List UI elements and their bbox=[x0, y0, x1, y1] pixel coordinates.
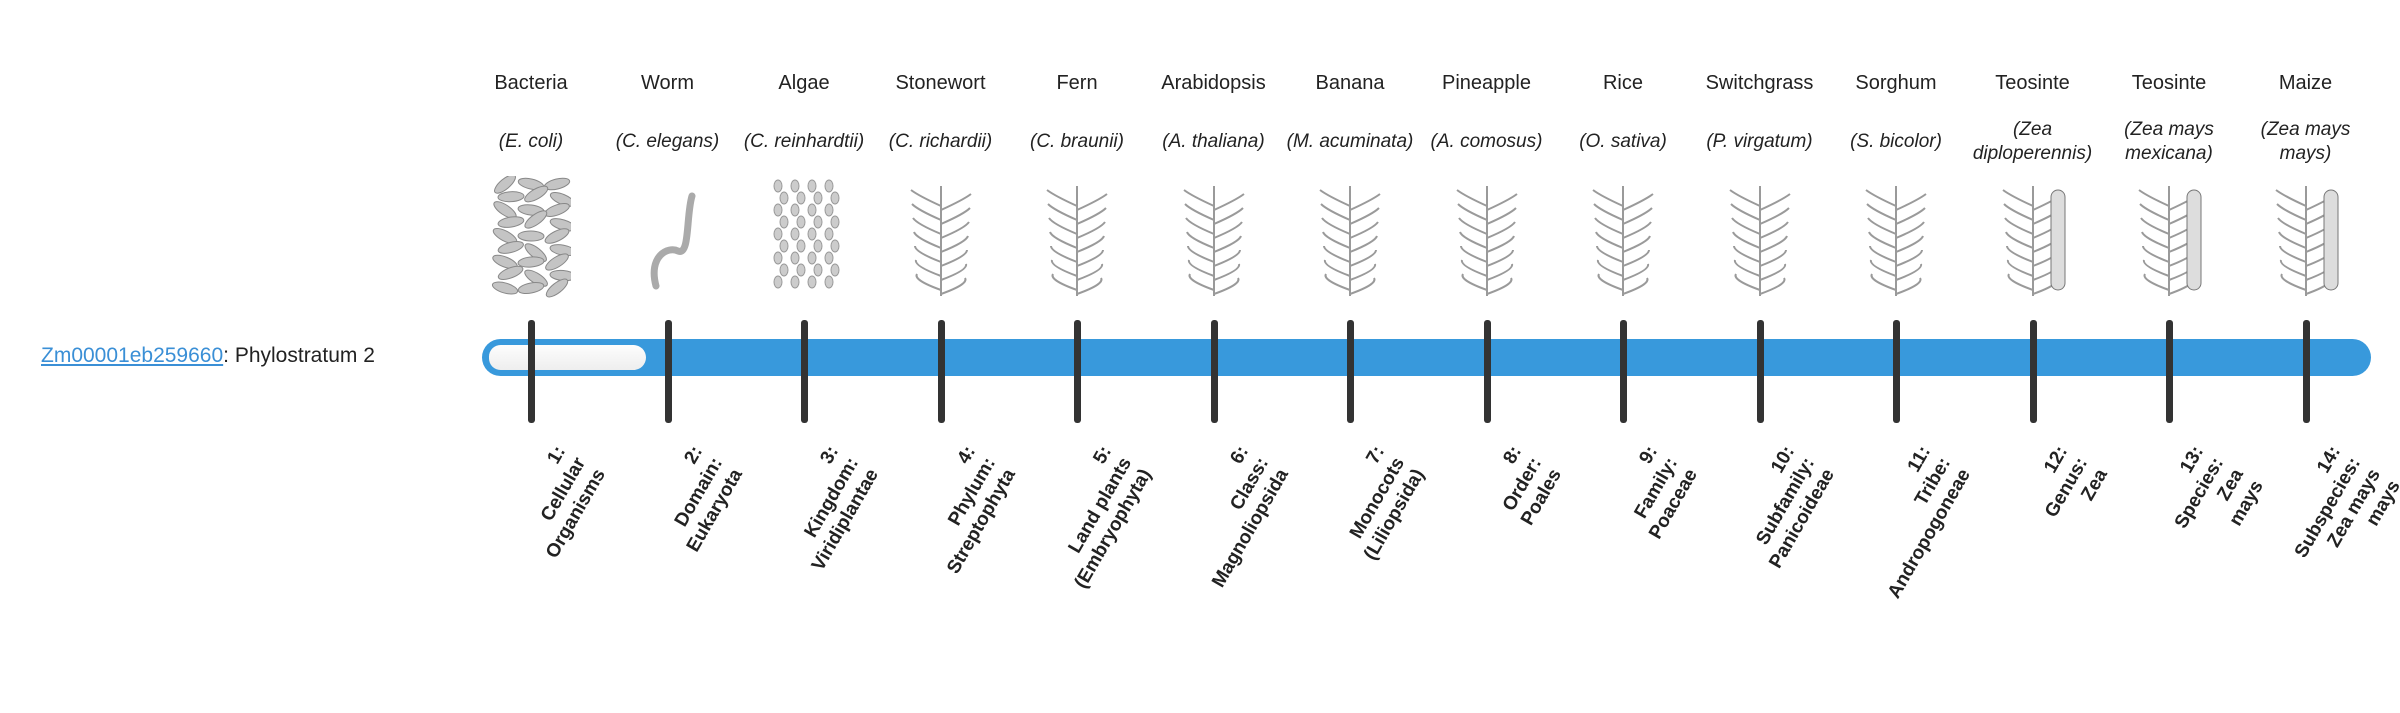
species-text: (C. elegans) bbox=[616, 130, 720, 154]
organism-common-name: Sorghum bbox=[1828, 70, 1964, 96]
phylostratum-text: : Phylostratum 2 bbox=[223, 344, 375, 367]
organism-common-name: Rice bbox=[1555, 70, 1691, 96]
species-text: (C. braunii) bbox=[1030, 130, 1124, 154]
species-text: (O. sativa) bbox=[1579, 130, 1667, 154]
stratum-tick bbox=[1893, 320, 1900, 423]
rice-image bbox=[1583, 176, 1663, 298]
organism-species-name: (A. comosus) bbox=[1419, 112, 1555, 172]
stratum-tick bbox=[938, 320, 945, 423]
species-text: (Zea mays mays) bbox=[2238, 118, 2374, 166]
organism-species-name: (S. bicolor) bbox=[1828, 112, 1964, 172]
organism-species-name: (Zea mays mexicana) bbox=[2101, 112, 2237, 172]
organism-species-name: (Zea diploperennis) bbox=[1965, 112, 2101, 172]
organism-common-name: Worm bbox=[600, 70, 736, 96]
stratum-tick bbox=[1484, 320, 1491, 423]
stratum-tick bbox=[1757, 320, 1764, 423]
organism-common-name: Switchgrass bbox=[1692, 70, 1828, 96]
organism-species-name: (Zea mays mays) bbox=[2238, 112, 2374, 172]
species-text: (Zea mays mexicana) bbox=[2101, 118, 2237, 166]
organism-species-name: (C. reinhardtii) bbox=[736, 112, 872, 172]
organism-species-name: (P. virgatum) bbox=[1692, 112, 1828, 172]
stratum-tick bbox=[2166, 320, 2173, 423]
species-text: (C. richardii) bbox=[889, 130, 992, 154]
species-text: (P. virgatum) bbox=[1706, 130, 1812, 154]
gene-phylostratum-label: Zm00001eb259660: Phylostratum 2 bbox=[41, 343, 375, 369]
organism-common-name: Teosinte bbox=[2101, 70, 2237, 96]
teosinte-image bbox=[1993, 176, 2073, 298]
organism-species-name: (O. sativa) bbox=[1555, 112, 1691, 172]
organism-common-name: Banana bbox=[1282, 70, 1418, 96]
stratum-tick bbox=[1347, 320, 1354, 423]
stratum-tick bbox=[2030, 320, 2037, 423]
species-text: (M. acuminata) bbox=[1287, 130, 1414, 154]
organism-species-name: (C. elegans) bbox=[600, 112, 736, 172]
sorghum-image bbox=[1856, 176, 1936, 298]
species-text: (C. reinhardtii) bbox=[744, 130, 864, 154]
teosinte-mexicana-image bbox=[2129, 176, 2209, 298]
organism-common-name: Stonewort bbox=[873, 70, 1009, 96]
stonewort-image bbox=[901, 176, 981, 298]
algae-image bbox=[764, 176, 844, 298]
organism-common-name: Algae bbox=[736, 70, 872, 96]
fern-image bbox=[1037, 176, 1117, 298]
organism-common-name: Bacteria bbox=[463, 70, 599, 96]
species-text: (A. comosus) bbox=[1431, 130, 1543, 154]
organism-common-name: Arabidopsis bbox=[1146, 70, 1282, 96]
banana-image bbox=[1310, 176, 1390, 298]
stratum-tick bbox=[1620, 320, 1627, 423]
species-text: (S. bicolor) bbox=[1850, 130, 1942, 154]
organism-species-name: (C. richardii) bbox=[873, 112, 1009, 172]
stratum-tick bbox=[2303, 320, 2310, 423]
phylostratum-bar-unfilled bbox=[489, 345, 646, 370]
organism-common-name: Maize bbox=[2238, 70, 2374, 96]
stratum-tick bbox=[1074, 320, 1081, 423]
organism-species-name: (M. acuminata) bbox=[1282, 112, 1418, 172]
organism-common-name: Pineapple bbox=[1419, 70, 1555, 96]
organism-species-name: (A. thaliana) bbox=[1146, 112, 1282, 172]
organism-species-name: (E. coli) bbox=[463, 112, 599, 172]
species-text: (E. coli) bbox=[499, 130, 563, 154]
arabidopsis-image bbox=[1174, 176, 1254, 298]
phylostratum-bar bbox=[482, 339, 2371, 376]
organism-common-name: Fern bbox=[1009, 70, 1145, 96]
organism-common-name: Teosinte bbox=[1965, 70, 2101, 96]
maize-image bbox=[2266, 176, 2346, 298]
switchgrass-image bbox=[1720, 176, 1800, 298]
gene-id-link[interactable]: Zm00001eb259660 bbox=[41, 344, 223, 367]
stratum-tick bbox=[665, 320, 672, 423]
stratum-tick bbox=[1211, 320, 1218, 423]
species-text: (Zea diploperennis) bbox=[1965, 118, 2101, 166]
stratum-tick bbox=[528, 320, 535, 423]
organism-species-name: (C. braunii) bbox=[1009, 112, 1145, 172]
pineapple-image bbox=[1447, 176, 1527, 298]
bacteria-image bbox=[491, 176, 571, 298]
worm-image bbox=[628, 176, 708, 298]
species-text: (A. thaliana) bbox=[1162, 130, 1264, 154]
stratum-tick bbox=[801, 320, 808, 423]
